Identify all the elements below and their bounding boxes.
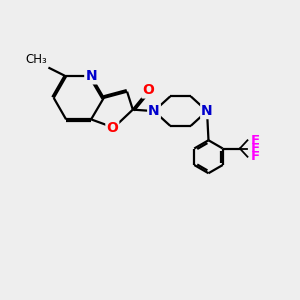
Text: CH₃: CH₃ [25,53,47,66]
Text: O: O [106,121,118,135]
Text: F: F [250,150,260,163]
Text: F: F [250,134,260,147]
Text: N: N [201,104,213,118]
Text: N: N [148,104,160,118]
Text: O: O [142,83,154,98]
Text: N: N [85,69,97,83]
Text: F: F [250,142,260,155]
